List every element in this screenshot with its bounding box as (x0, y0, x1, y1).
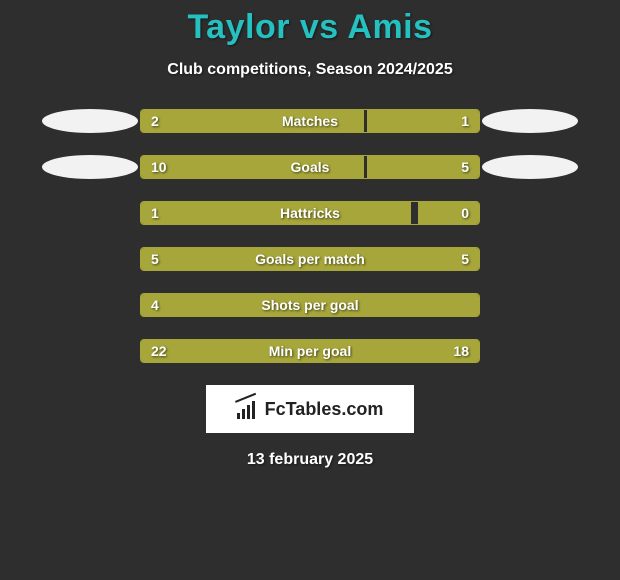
brand-badge: FcTables.com (206, 385, 414, 433)
stat-row: Shots per goal4 (0, 293, 620, 317)
stat-bar: Goals per match55 (140, 247, 480, 271)
bar-left-fill (141, 340, 327, 362)
left-badge-slot (40, 109, 140, 133)
chart-icon (237, 399, 259, 419)
bar-left-fill (141, 110, 364, 132)
stats-area: Matches21 Goals105 Hattricks10 Goals per ma… (0, 109, 620, 363)
brand-text: FcTables.com (265, 399, 384, 420)
player-badge-right (482, 109, 578, 133)
right-badge-slot (480, 155, 580, 179)
bar-right-fill (327, 340, 479, 362)
stat-bar: Matches21 (140, 109, 480, 133)
bar-left-fill (141, 202, 411, 224)
stat-row: Goals per match55 (0, 247, 620, 271)
left-badge-slot (40, 155, 140, 179)
page-title: Taylor vs Amis (0, 0, 620, 47)
bar-right-fill (418, 202, 479, 224)
stat-row: Matches21 (0, 109, 620, 133)
bar-right-fill (367, 156, 479, 178)
date-label: 13 february 2025 (0, 451, 620, 469)
stat-bar: Shots per goal4 (140, 293, 480, 317)
bar-right-fill (310, 248, 479, 270)
player-badge-right (482, 155, 578, 179)
comparison-infographic: Taylor vs Amis Club competitions, Season… (0, 0, 620, 580)
page-subtitle: Club competitions, Season 2024/2025 (0, 61, 620, 79)
bar-left-fill (141, 248, 310, 270)
stat-row: Min per goal2218 (0, 339, 620, 363)
player-badge-left (42, 109, 138, 133)
right-badge-slot (480, 109, 580, 133)
bar-left-fill (141, 156, 364, 178)
bar-left-fill (141, 294, 479, 316)
stat-bar: Goals105 (140, 155, 480, 179)
stat-row: Hattricks10 (0, 201, 620, 225)
player-badge-left (42, 155, 138, 179)
stat-bar: Min per goal2218 (140, 339, 480, 363)
stat-row: Goals105 (0, 155, 620, 179)
stat-bar: Hattricks10 (140, 201, 480, 225)
bar-right-fill (367, 110, 479, 132)
